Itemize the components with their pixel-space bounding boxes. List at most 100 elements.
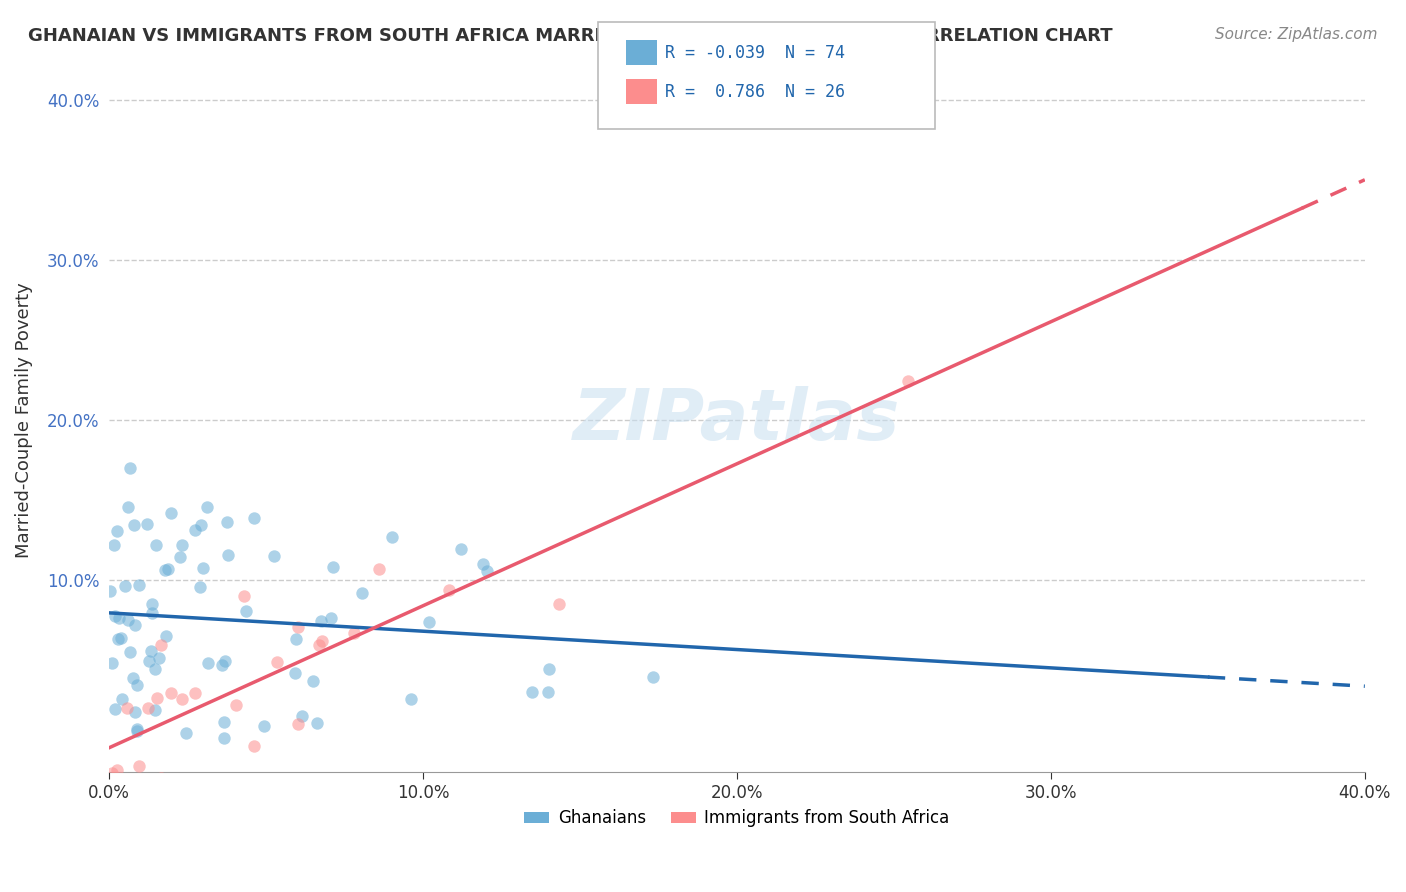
- Point: [104, 702, 127, 716]
- Text: R = -0.039  N = 74: R = -0.039 N = 74: [665, 44, 845, 62]
- Point: [124, 705, 146, 719]
- Point: [266, 655, 288, 669]
- Point: [120, 461, 142, 475]
- Point: [217, 548, 239, 562]
- Point: [471, 558, 494, 572]
- Point: [105, 524, 128, 538]
- Text: GHANAIAN VS IMMIGRANTS FROM SOUTH AFRICA MARRIED-COUPLE FAMILY POVERTY CORRELATI: GHANAIAN VS IMMIGRANTS FROM SOUTH AFRICA…: [28, 27, 1112, 45]
- Point: [235, 604, 257, 618]
- Point: [343, 626, 366, 640]
- Point: [160, 506, 183, 520]
- Point: [149, 638, 172, 652]
- Point: [141, 606, 163, 620]
- Point: [243, 510, 266, 524]
- Point: [128, 759, 150, 773]
- Point: [450, 541, 472, 556]
- Point: [311, 633, 333, 648]
- Point: [242, 739, 264, 753]
- Point: [125, 723, 148, 738]
- Point: [195, 500, 218, 514]
- Point: [522, 684, 544, 698]
- Point: [170, 692, 193, 706]
- Point: [311, 615, 333, 629]
- Point: [190, 517, 212, 532]
- Point: [155, 629, 177, 643]
- Point: [548, 597, 571, 611]
- Point: [233, 590, 256, 604]
- Point: [148, 650, 170, 665]
- Point: [110, 631, 132, 645]
- Point: [159, 686, 181, 700]
- Point: [263, 549, 285, 563]
- Point: [191, 561, 214, 575]
- Point: [108, 780, 131, 794]
- Point: [211, 657, 233, 672]
- Point: [121, 671, 143, 685]
- Point: [215, 516, 238, 530]
- Point: [105, 763, 128, 777]
- Point: [108, 611, 131, 625]
- Point: [115, 701, 138, 715]
- Point: [475, 564, 498, 578]
- Point: [305, 716, 328, 731]
- Point: [169, 549, 191, 564]
- Point: [897, 374, 920, 388]
- Point: [120, 645, 142, 659]
- Point: [103, 538, 125, 552]
- Point: [399, 692, 422, 706]
- Point: [124, 617, 146, 632]
- Point: [322, 560, 344, 574]
- Point: [136, 701, 159, 715]
- Point: [368, 562, 391, 576]
- Point: [101, 766, 124, 780]
- Point: [437, 582, 460, 597]
- Point: [381, 530, 404, 544]
- Point: [184, 686, 207, 700]
- Point: [291, 708, 314, 723]
- Point: [157, 562, 180, 576]
- Point: [128, 578, 150, 592]
- Point: [284, 666, 307, 681]
- Text: ZIPatlas: ZIPatlas: [574, 385, 901, 455]
- Point: [98, 584, 121, 599]
- Point: [287, 716, 309, 731]
- Y-axis label: Married-Couple Family Poverty: Married-Couple Family Poverty: [15, 283, 32, 558]
- Point: [225, 698, 247, 712]
- Point: [125, 678, 148, 692]
- Point: [104, 608, 127, 623]
- Point: [319, 611, 342, 625]
- Point: [141, 597, 163, 611]
- Point: [138, 654, 160, 668]
- Point: [197, 657, 219, 671]
- Point: [253, 718, 276, 732]
- Point: [301, 674, 323, 689]
- Point: [150, 771, 173, 785]
- Point: [643, 670, 665, 684]
- Point: [117, 613, 139, 627]
- Point: [143, 662, 166, 676]
- Point: [111, 692, 134, 706]
- Legend: Ghanaians, Immigrants from South Africa: Ghanaians, Immigrants from South Africa: [517, 803, 956, 834]
- Point: [212, 715, 235, 730]
- Point: [153, 563, 176, 577]
- Point: [145, 538, 167, 552]
- Point: [143, 703, 166, 717]
- Point: [538, 662, 561, 676]
- Point: [537, 685, 560, 699]
- Point: [125, 723, 148, 737]
- Point: [117, 500, 139, 515]
- Point: [135, 517, 157, 532]
- Point: [174, 726, 197, 740]
- Point: [184, 524, 207, 538]
- Point: [114, 579, 136, 593]
- Point: [149, 780, 172, 795]
- Point: [308, 638, 330, 652]
- Point: [214, 654, 236, 668]
- Point: [107, 632, 129, 647]
- Point: [350, 586, 373, 600]
- Text: Source: ZipAtlas.com: Source: ZipAtlas.com: [1215, 27, 1378, 42]
- Point: [212, 731, 235, 746]
- Point: [418, 615, 440, 629]
- Point: [139, 644, 162, 658]
- Point: [287, 620, 309, 634]
